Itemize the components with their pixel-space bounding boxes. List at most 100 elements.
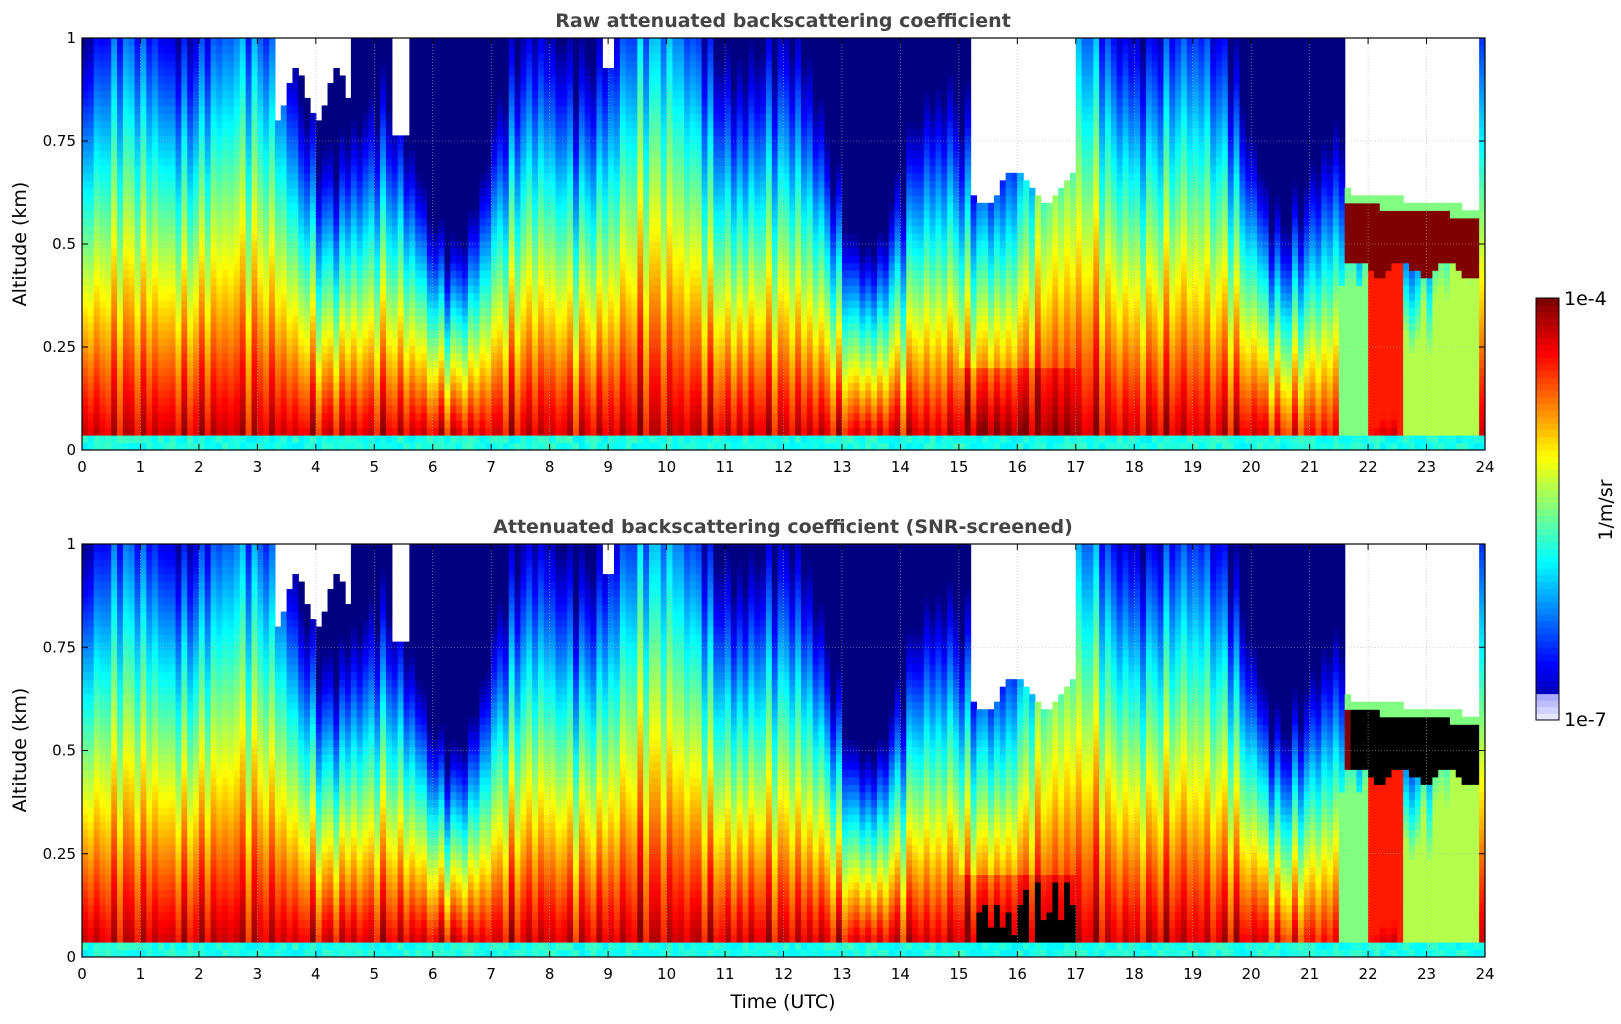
heatmap-cell [391, 405, 399, 414]
heatmap-cell [532, 345, 539, 354]
heatmap-cell [573, 247, 580, 256]
heatmap-cell [497, 240, 504, 249]
heatmap-cell [573, 352, 580, 361]
heatmap-cell [298, 202, 305, 211]
heatmap-cell [590, 307, 598, 316]
heatmap-cell [578, 360, 586, 369]
heatmap-cell [555, 75, 562, 84]
heatmap-cell [356, 105, 364, 114]
heatmap-cell [274, 150, 282, 159]
heatmap-cell [549, 247, 557, 256]
heatmap-cell [87, 217, 95, 226]
heatmap-cell [245, 217, 253, 226]
heatmap-cell [304, 142, 311, 151]
heatmap-cell [286, 165, 294, 174]
heatmap-cell [584, 307, 592, 316]
heatmap-cell [128, 375, 136, 384]
heatmap-cell [292, 165, 299, 174]
heatmap-cell [356, 375, 364, 384]
heatmap-cell [479, 435, 486, 444]
heatmap-cell [263, 322, 270, 331]
heatmap-cell [619, 277, 627, 286]
heatmap-cell [263, 67, 270, 77]
heatmap-cell [350, 45, 358, 54]
heatmap-cell [450, 322, 457, 331]
heatmap-cell [292, 270, 299, 279]
heatmap-cell [380, 210, 387, 219]
heatmap-cell [228, 210, 235, 219]
heatmap-cell [461, 427, 469, 436]
heatmap-cell [163, 135, 171, 144]
heatmap-cell [362, 390, 370, 399]
heatmap-cell [368, 165, 375, 174]
heatmap-cell [204, 307, 212, 316]
heatmap-cell [456, 217, 463, 226]
heatmap-cell [502, 232, 510, 241]
heatmap-cell [187, 232, 194, 241]
heatmap-cell [438, 330, 446, 339]
heatmap-cell [339, 307, 346, 316]
heatmap-cell [99, 292, 106, 301]
heatmap-cell [315, 337, 323, 346]
heatmap-cell [385, 135, 393, 144]
heatmap-cell [93, 315, 101, 324]
heatmap-cell [350, 187, 358, 196]
heatmap-cell [345, 375, 352, 384]
heatmap-cell [146, 82, 153, 92]
heatmap-cell [309, 397, 317, 406]
heatmap-cell [461, 390, 469, 399]
heatmap-cell [286, 232, 294, 241]
heatmap-cell [608, 172, 615, 181]
heatmap-cell [204, 195, 212, 204]
heatmap-cell [181, 135, 188, 144]
heatmap-cell [555, 375, 562, 384]
heatmap-cell [415, 307, 422, 316]
heatmap-cell [584, 300, 592, 309]
heatmap-cell [578, 405, 586, 414]
heatmap-cell [537, 375, 545, 384]
heatmap-cell [532, 427, 539, 436]
heatmap-cell [169, 67, 177, 77]
heatmap-cell [602, 150, 609, 159]
heatmap-cell [403, 367, 410, 376]
heatmap-cell [502, 75, 510, 84]
heatmap-cell [380, 135, 387, 144]
heatmap-cell [421, 217, 428, 226]
heatmap-cell [210, 135, 218, 144]
heatmap-cell [269, 382, 276, 391]
heatmap-cell [608, 345, 615, 354]
heatmap-cell [619, 322, 627, 331]
heatmap-cell [613, 157, 621, 166]
heatmap-cell [438, 277, 446, 286]
heatmap-cell [146, 75, 153, 84]
heatmap-cell [561, 82, 568, 92]
heatmap-cell [99, 367, 106, 376]
heatmap-cell [619, 300, 627, 309]
heatmap-cell [619, 150, 627, 159]
heatmap-cell [362, 412, 370, 421]
heatmap-cell [432, 135, 440, 144]
heatmap-cell [216, 60, 223, 69]
heatmap-cell [339, 187, 346, 196]
heatmap-cell [239, 262, 247, 271]
heatmap-cell [526, 427, 533, 436]
heatmap-cell [590, 90, 598, 99]
heatmap-cell [233, 427, 241, 436]
heatmap-cell [362, 292, 370, 301]
heatmap-cell [561, 367, 568, 376]
heatmap-cell [432, 360, 440, 369]
heatmap-cell [508, 270, 516, 279]
heatmap-cell [169, 217, 177, 226]
heatmap-cell [368, 202, 375, 211]
heatmap-cell [596, 330, 603, 339]
heatmap-cell [169, 285, 177, 294]
heatmap-cell [82, 135, 89, 144]
heatmap-cell [292, 412, 299, 421]
heatmap-cell [374, 307, 381, 316]
heatmap-cell [345, 105, 352, 114]
heatmap-cell [321, 367, 329, 376]
heatmap-cell [543, 180, 551, 189]
heatmap-cell [169, 427, 177, 436]
heatmap-cell [269, 232, 276, 241]
heatmap-cell [222, 405, 229, 414]
